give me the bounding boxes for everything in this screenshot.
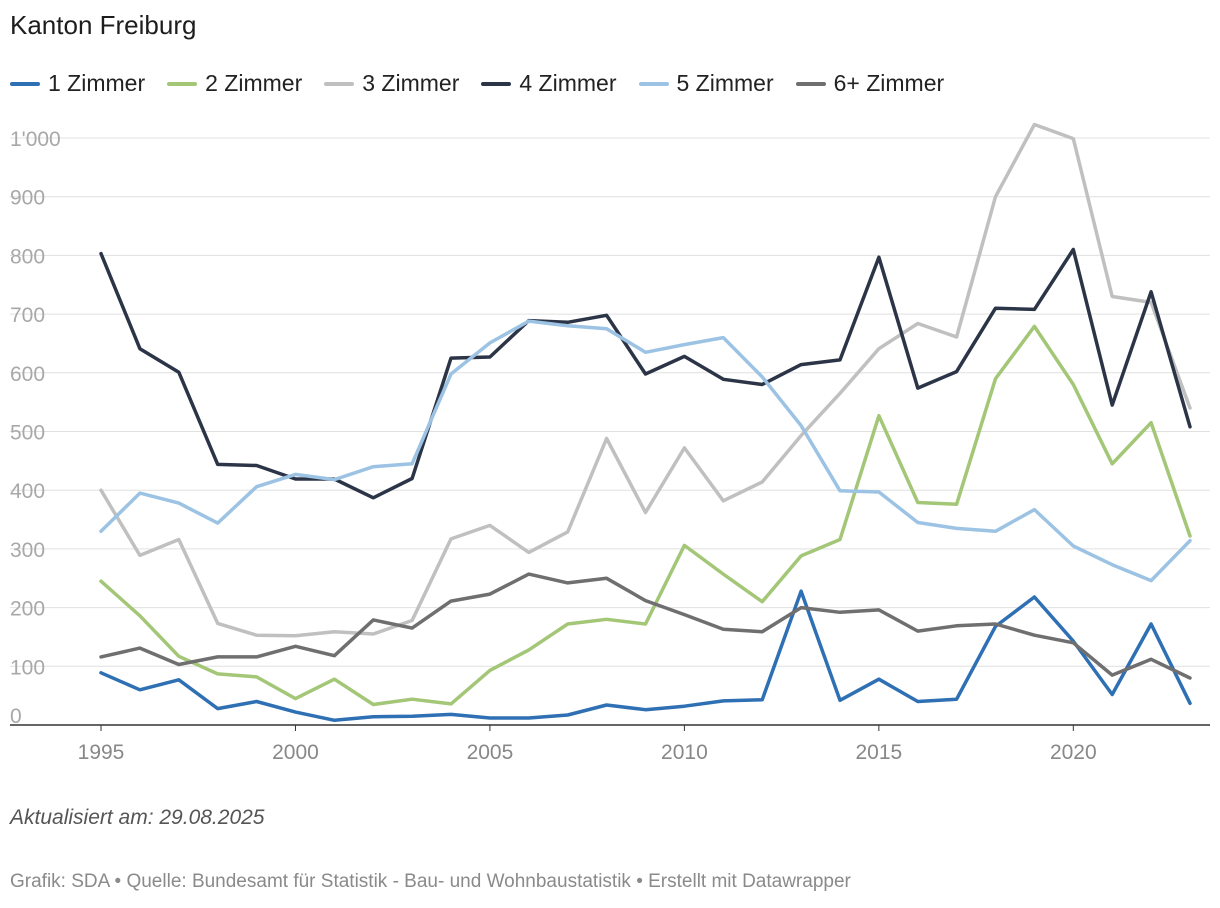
x-tick-label-2020: 2020: [1050, 741, 1097, 764]
y-tick-label-0: 0: [10, 705, 22, 728]
legend-item-6-zimmer: 6+ Zimmer: [795, 70, 945, 97]
updated-note: Aktualisiert am: 29.08.2025: [10, 806, 265, 829]
legend-label-1-zimmer: 1 Zimmer: [48, 70, 146, 96]
y-tick-label-400: 400: [10, 480, 45, 503]
legend-item-4-zimmer: 4 Zimmer: [481, 70, 617, 97]
y-tick-label-200: 200: [10, 598, 45, 621]
legend-label-6-zimmer: 6+ Zimmer: [833, 70, 945, 96]
series-line-1-zimmer: [99, 589, 1192, 723]
legend-swatch-2-zimmer: [167, 81, 198, 86]
series-line-5-zimmer: [99, 319, 1192, 583]
x-tick-label-2015: 2015: [855, 741, 902, 764]
x-tick-label-2000: 2000: [272, 741, 319, 764]
legend-label-4-zimmer: 4 Zimmer: [519, 70, 617, 96]
legend-swatch-6-zimmer: [795, 81, 826, 86]
y-tick-label-600: 600: [10, 363, 45, 386]
legend-item-2-zimmer: 2 Zimmer: [167, 70, 302, 97]
legend-swatch-3-zimmer: [324, 81, 355, 86]
legend-item-1-zimmer: 1 Zimmer: [10, 70, 145, 97]
source-footer: Grafik: SDA • Quelle: Bundesamt für Stat…: [10, 871, 851, 892]
y-tick-label-900: 900: [10, 187, 45, 210]
legend: 1 Zimmer 2 Zimmer 3 Zimmer 4 Zimmer 5 Zi…: [10, 70, 966, 97]
legend-swatch-1-zimmer: [10, 81, 40, 86]
legend-label-5-zimmer: 5 Zimmer: [676, 70, 774, 96]
legend-item-3-zimmer: 3 Zimmer: [324, 70, 459, 97]
y-tick-label-800: 800: [10, 245, 45, 268]
y-tick-label-300: 300: [10, 539, 45, 562]
line-chart: 0 100 200 300 400 500 600 700 800 900 1'000 1995 200…: [10, 122, 1210, 764]
legend-swatch-5-zimmer: [638, 81, 669, 86]
legend-item-5-zimmer: 5 Zimmer: [638, 70, 774, 97]
series-line-4-zimmer: [99, 247, 1192, 500]
legend-swatch-4-zimmer: [481, 81, 512, 86]
y-tick-label-100: 100: [10, 656, 45, 679]
x-tick-label-2010: 2010: [661, 741, 708, 764]
x-tick-label-2005: 2005: [467, 741, 514, 764]
legend-label-2-zimmer: 2 Zimmer: [205, 70, 303, 96]
series-line-3-zimmer: [99, 122, 1192, 638]
y-tick-label-500: 500: [10, 422, 45, 445]
series-line-2-zimmer: [99, 324, 1192, 707]
legend-label-3-zimmer: 3 Zimmer: [362, 70, 460, 96]
x-tick-label-1995: 1995: [78, 741, 125, 764]
y-tick-label-700: 700: [10, 304, 45, 327]
chart-title: Kanton Freiburg: [10, 10, 197, 40]
y-tick-label-1000: 1'000: [10, 128, 61, 151]
series-line-6-zimmer: [99, 572, 1192, 680]
